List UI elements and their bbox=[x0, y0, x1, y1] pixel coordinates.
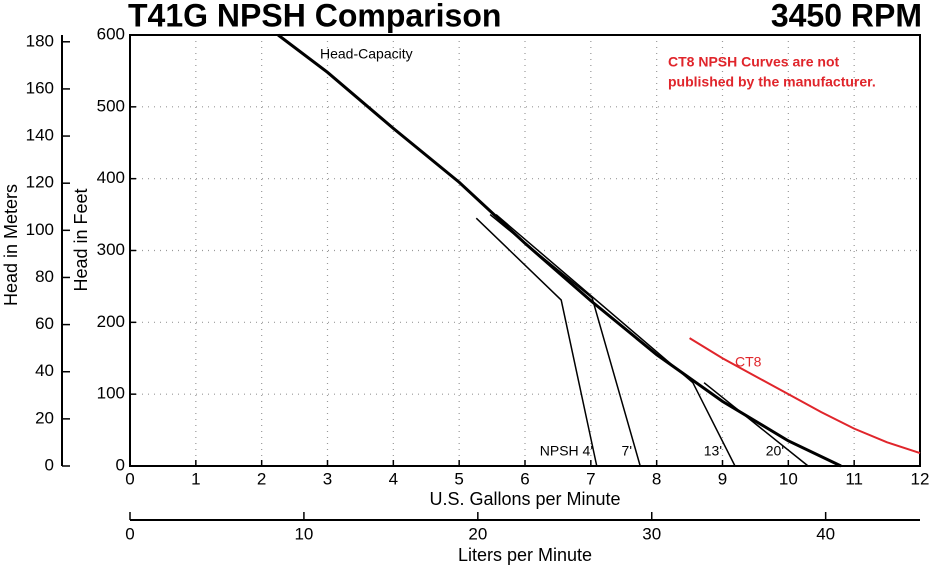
x-tick-label: 9 bbox=[718, 469, 727, 488]
x2-tick-label: 10 bbox=[294, 524, 313, 543]
y2-tick-label: 120 bbox=[26, 173, 54, 192]
x-tick-label: 1 bbox=[191, 469, 200, 488]
y2-tick-label: 100 bbox=[26, 220, 54, 239]
x-tick-label: 12 bbox=[911, 469, 930, 488]
y2-tick-label: 40 bbox=[35, 361, 54, 380]
series-line bbox=[689, 337, 921, 455]
series-line bbox=[475, 217, 598, 467]
series-label: 7' bbox=[622, 443, 632, 459]
plot-frame bbox=[129, 34, 921, 467]
x-tick-label: 0 bbox=[125, 469, 134, 488]
x-tick-label: 8 bbox=[652, 469, 661, 488]
y2-tick-label: 20 bbox=[35, 408, 54, 427]
x-tick-label: 7 bbox=[586, 469, 595, 488]
y2-tick-label: 0 bbox=[45, 455, 54, 474]
x2-tick-label: 40 bbox=[816, 524, 835, 543]
x2-axis-label: Liters per Minute bbox=[458, 545, 592, 565]
series-line bbox=[703, 382, 809, 467]
x-axis-label: U.S. Gallons per Minute bbox=[429, 489, 620, 509]
series-line bbox=[489, 214, 641, 467]
annotation: CT8 NPSH Curves are not bbox=[668, 54, 839, 70]
x-tick-label: 6 bbox=[520, 469, 529, 488]
series-line bbox=[277, 33, 842, 468]
x2-tick-label: 0 bbox=[125, 524, 134, 543]
annotation: published by the manufacturer. bbox=[668, 74, 876, 90]
y2-tick-label: 140 bbox=[26, 126, 54, 145]
x-tick-label: 3 bbox=[323, 469, 332, 488]
y2-tick-label: 180 bbox=[26, 31, 54, 50]
y-tick-label: 100 bbox=[97, 384, 125, 403]
series-line bbox=[495, 214, 736, 467]
x-tick-label: 5 bbox=[454, 469, 463, 488]
x-tick-label: 2 bbox=[257, 469, 266, 488]
series-label: 20' bbox=[766, 443, 784, 459]
y2-axis-label: Head in Meters bbox=[1, 184, 21, 306]
series-label: CT8 bbox=[735, 354, 762, 370]
x-tick-label: 10 bbox=[779, 469, 798, 488]
x-tick-label: 4 bbox=[389, 469, 398, 488]
y-tick-label: 200 bbox=[97, 312, 125, 331]
chart-subtitle: 3450 RPM bbox=[771, 0, 922, 33]
y-tick-label: 300 bbox=[97, 240, 125, 259]
y-tick-label: 0 bbox=[116, 455, 125, 474]
y-tick-label: 500 bbox=[97, 96, 125, 115]
x-tick-label: 11 bbox=[845, 469, 863, 488]
y2-tick-label: 60 bbox=[35, 314, 54, 333]
y2-tick-label: 160 bbox=[26, 78, 54, 97]
x2-tick-label: 20 bbox=[468, 524, 487, 543]
y-tick-label: 600 bbox=[97, 24, 125, 43]
series-label: NPSH 4' bbox=[540, 443, 593, 459]
y-axis-label: Head in Feet bbox=[71, 188, 91, 291]
series-label: Head-Capacity bbox=[320, 46, 413, 62]
series-label: 13' bbox=[704, 443, 722, 459]
x2-tick-label: 30 bbox=[642, 524, 661, 543]
y-tick-label: 400 bbox=[97, 168, 125, 187]
y2-tick-label: 80 bbox=[35, 267, 54, 286]
chart-title: T41G NPSH Comparison bbox=[128, 0, 501, 33]
